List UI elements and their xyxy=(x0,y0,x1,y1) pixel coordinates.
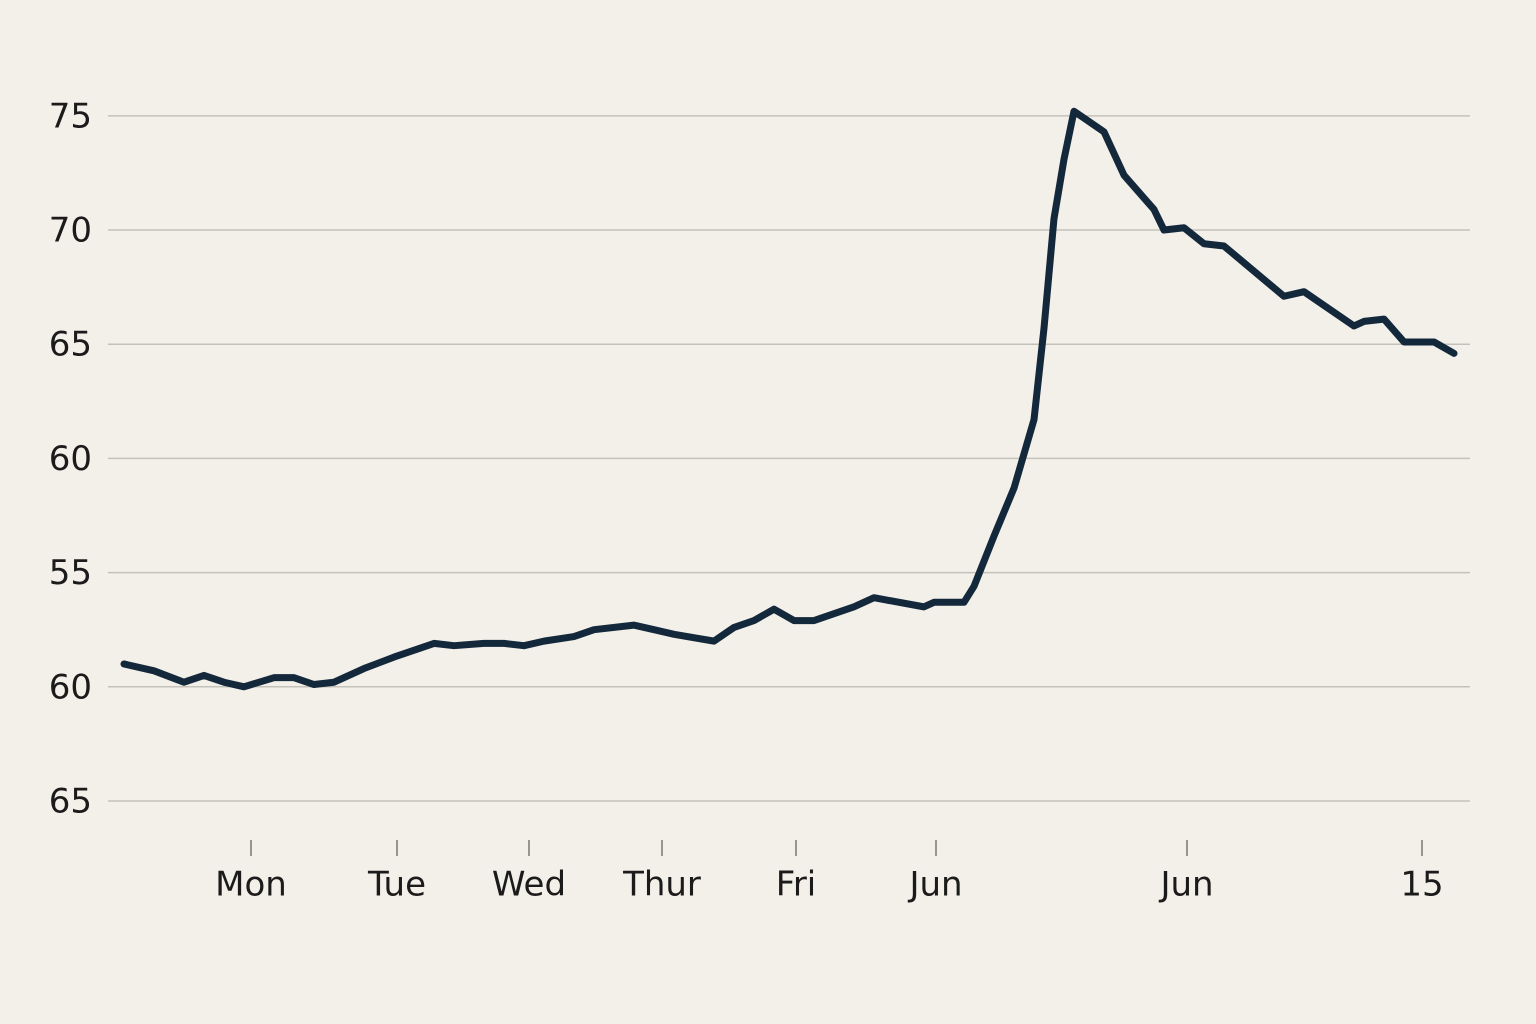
x-tick-label: Mon xyxy=(215,865,287,905)
y-tick-label: 75 xyxy=(49,96,92,136)
y-tick-label: 65 xyxy=(49,325,92,365)
x-tick-label: Fri xyxy=(776,865,817,905)
x-tick-label: Tue xyxy=(367,865,426,905)
y-tick-label: 70 xyxy=(49,211,92,251)
y-tick-label: 65 xyxy=(49,782,92,822)
x-tick-label: Jun xyxy=(907,865,962,905)
y-tick-label: 55 xyxy=(49,553,92,593)
y-tick-label: 60 xyxy=(49,667,92,707)
x-tick-label: Thur xyxy=(622,865,701,905)
y-tick-label: 60 xyxy=(49,439,92,479)
data-line xyxy=(120,107,1458,691)
x-tick-label: 15 xyxy=(1400,865,1443,905)
x-tick-label: Jun xyxy=(1158,865,1213,905)
x-tick-label: Wed xyxy=(492,865,566,905)
